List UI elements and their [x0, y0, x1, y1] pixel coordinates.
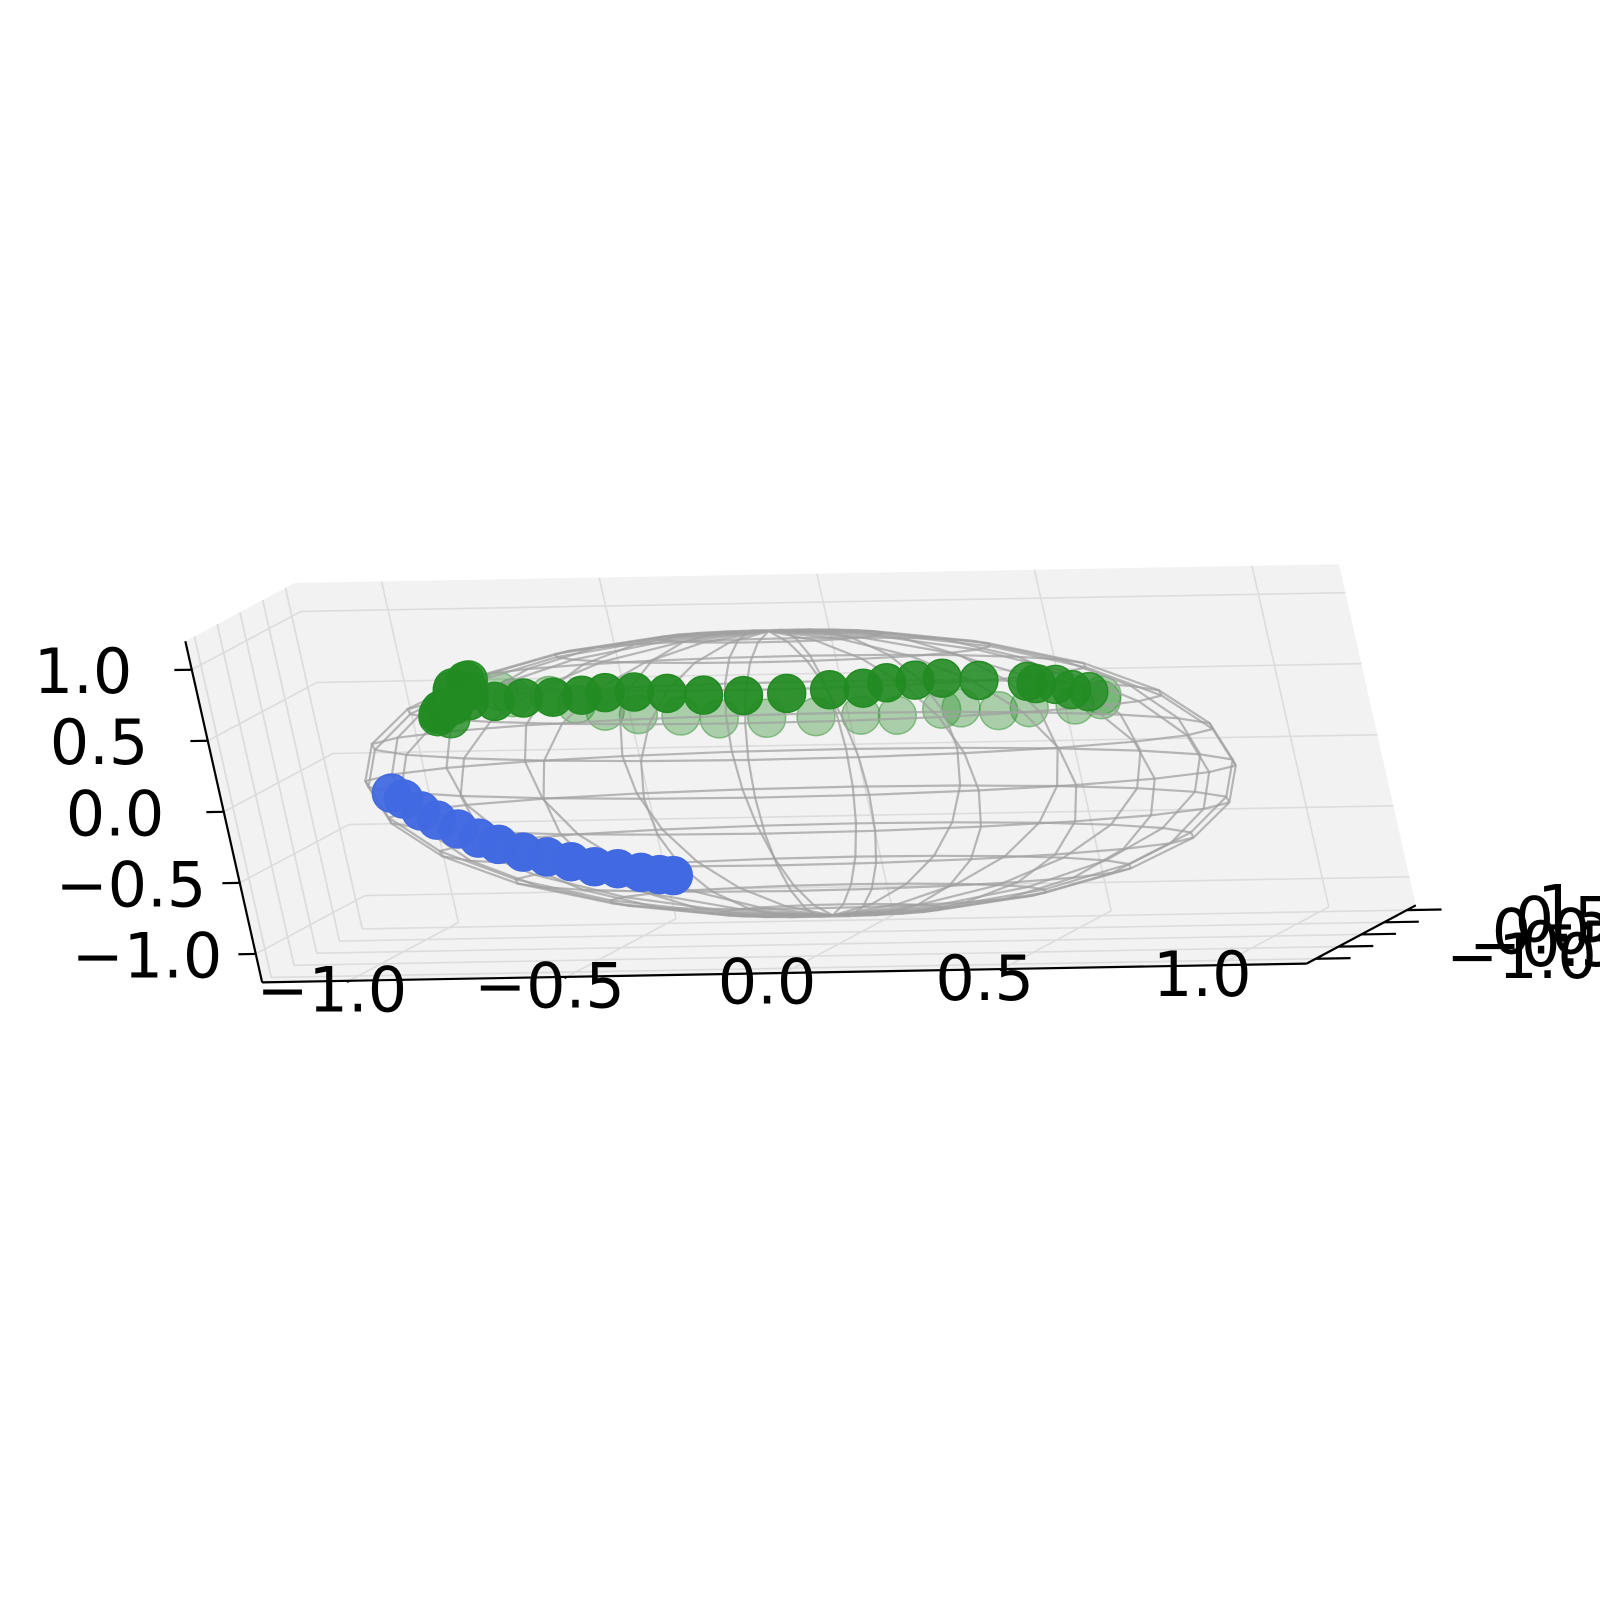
x-tick-label: 0.0	[718, 946, 817, 1019]
axes: −1.0−0.50.00.51.0−1.0−0.50.00.51.0−1.0−0…	[34, 635, 1600, 1026]
z-axis-line	[184, 641, 264, 983]
grid-line	[1251, 565, 1330, 908]
y-axis-tick	[1383, 920, 1419, 924]
grid-line	[261, 599, 341, 942]
y-axis-tick	[1361, 932, 1397, 936]
grid-line	[1001, 910, 1112, 970]
x-axis-tick	[781, 972, 785, 976]
green-point	[1007, 661, 1048, 702]
grid-line	[191, 610, 302, 671]
sphere-parallel	[386, 784, 1231, 836]
green-point	[843, 668, 883, 708]
green-point	[723, 675, 764, 716]
z-tick-label: −0.5	[56, 848, 207, 921]
x-axis-tick	[1216, 964, 1221, 968]
green-point	[809, 670, 850, 710]
green-point	[978, 690, 1019, 731]
x-tick-label: −0.5	[474, 950, 625, 1023]
green-point	[683, 675, 724, 715]
grid-line	[223, 752, 334, 813]
sphere-parallel	[370, 710, 1214, 763]
blue-point	[653, 855, 694, 896]
sphere-parallel	[553, 636, 992, 665]
sphere-parallel	[363, 746, 1237, 800]
sphere-parallel	[717, 902, 946, 919]
y-tick-label: 0.5	[1515, 884, 1600, 957]
y-tick-label: −0.5	[1469, 908, 1600, 981]
x-tick-label: 0.5	[935, 942, 1034, 1015]
z-tick-label: 0.5	[50, 706, 149, 779]
x-tick-label: 1.0	[1153, 938, 1252, 1011]
grid-line	[300, 591, 1346, 613]
grid-line	[284, 587, 364, 930]
green-point	[766, 673, 807, 714]
sphere-parallel	[513, 854, 1132, 893]
y-axis-tick	[1315, 957, 1351, 960]
sphere-parallel	[438, 821, 1195, 868]
sphere-parallel	[406, 679, 1163, 726]
grid-line	[1219, 906, 1330, 966]
x-axis-tick	[564, 975, 568, 980]
y-axis-tick	[1338, 944, 1374, 948]
sphere-parallel	[655, 628, 884, 644]
grid-line	[1033, 569, 1112, 911]
green-point	[647, 673, 687, 714]
y-tick-label: 1.0	[1537, 871, 1600, 944]
x-axis-tick	[999, 968, 1003, 972]
front-points	[371, 658, 1109, 896]
grid-line	[339, 921, 1385, 942]
y-tick-label: −1.0	[1446, 920, 1597, 993]
z-tick-label: 1.0	[34, 635, 133, 708]
z-tick-label: −1.0	[72, 919, 223, 992]
grid-line	[332, 733, 1378, 755]
grid-line	[362, 909, 1407, 930]
x-tick-label: −1.0	[257, 954, 408, 1027]
green-point	[959, 660, 999, 701]
z-tick-label: 0.0	[66, 777, 165, 850]
y-tick-label: 0.0	[1492, 896, 1591, 969]
grid-line	[207, 681, 318, 742]
y-axis-tick	[1406, 908, 1442, 912]
x-axis-tick	[346, 979, 350, 983]
grid-line	[316, 933, 1362, 954]
